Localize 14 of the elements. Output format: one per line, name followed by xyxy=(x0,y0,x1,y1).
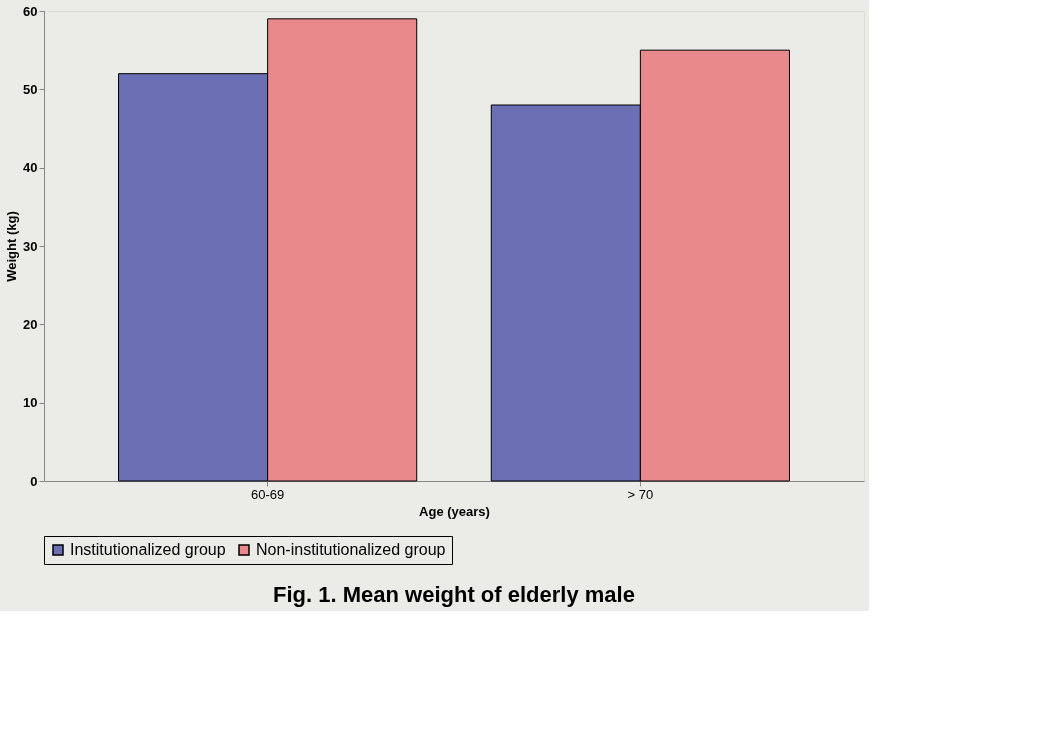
y-tick-label: 30 xyxy=(23,238,38,254)
y-tick-label: 20 xyxy=(23,316,38,332)
y-tick-label: 0 xyxy=(30,473,38,489)
y-axis-title: Weight (kg) xyxy=(4,211,20,282)
x-tick-label: 60-69 xyxy=(251,486,285,502)
x-axis-title: Age (years) xyxy=(419,503,490,519)
text: Fig. 1. Mean weight of elderly male xyxy=(273,581,635,607)
y-tick-label: 50 xyxy=(23,81,38,97)
y-tick-label: 60 xyxy=(23,3,38,19)
y-tick-label: 10 xyxy=(23,395,38,411)
legend-label: Institutionalized group xyxy=(70,541,226,558)
x-tick-label: > 70 xyxy=(627,486,654,502)
legend-label: Non-institutionalized group xyxy=(256,541,446,558)
y-tick-label: 40 xyxy=(23,160,38,176)
